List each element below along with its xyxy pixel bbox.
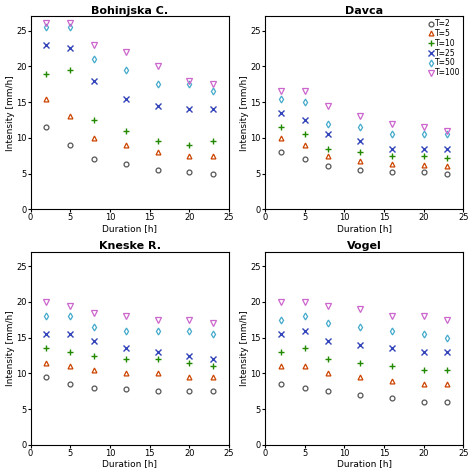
Y-axis label: Intensity [mm/h]: Intensity [mm/h] (6, 75, 15, 151)
Title: Davca: Davca (345, 6, 383, 16)
X-axis label: Duration [h]: Duration [h] (337, 459, 392, 468)
Y-axis label: Intensity [mm/h]: Intensity [mm/h] (240, 75, 249, 151)
Title: Kneske R.: Kneske R. (99, 241, 161, 251)
X-axis label: Duration [h]: Duration [h] (337, 224, 392, 233)
X-axis label: Duration [h]: Duration [h] (102, 459, 157, 468)
Title: Vogel: Vogel (346, 241, 382, 251)
Y-axis label: Intensity [mm/h]: Intensity [mm/h] (240, 310, 249, 386)
Legend: T=2, T=5, T=10, T=25, T=50, T=100: T=2, T=5, T=10, T=25, T=50, T=100 (428, 18, 461, 78)
Title: Bohinjska C.: Bohinjska C. (91, 6, 168, 16)
Y-axis label: Intensity [mm/h]: Intensity [mm/h] (6, 310, 15, 386)
X-axis label: Duration [h]: Duration [h] (102, 224, 157, 233)
